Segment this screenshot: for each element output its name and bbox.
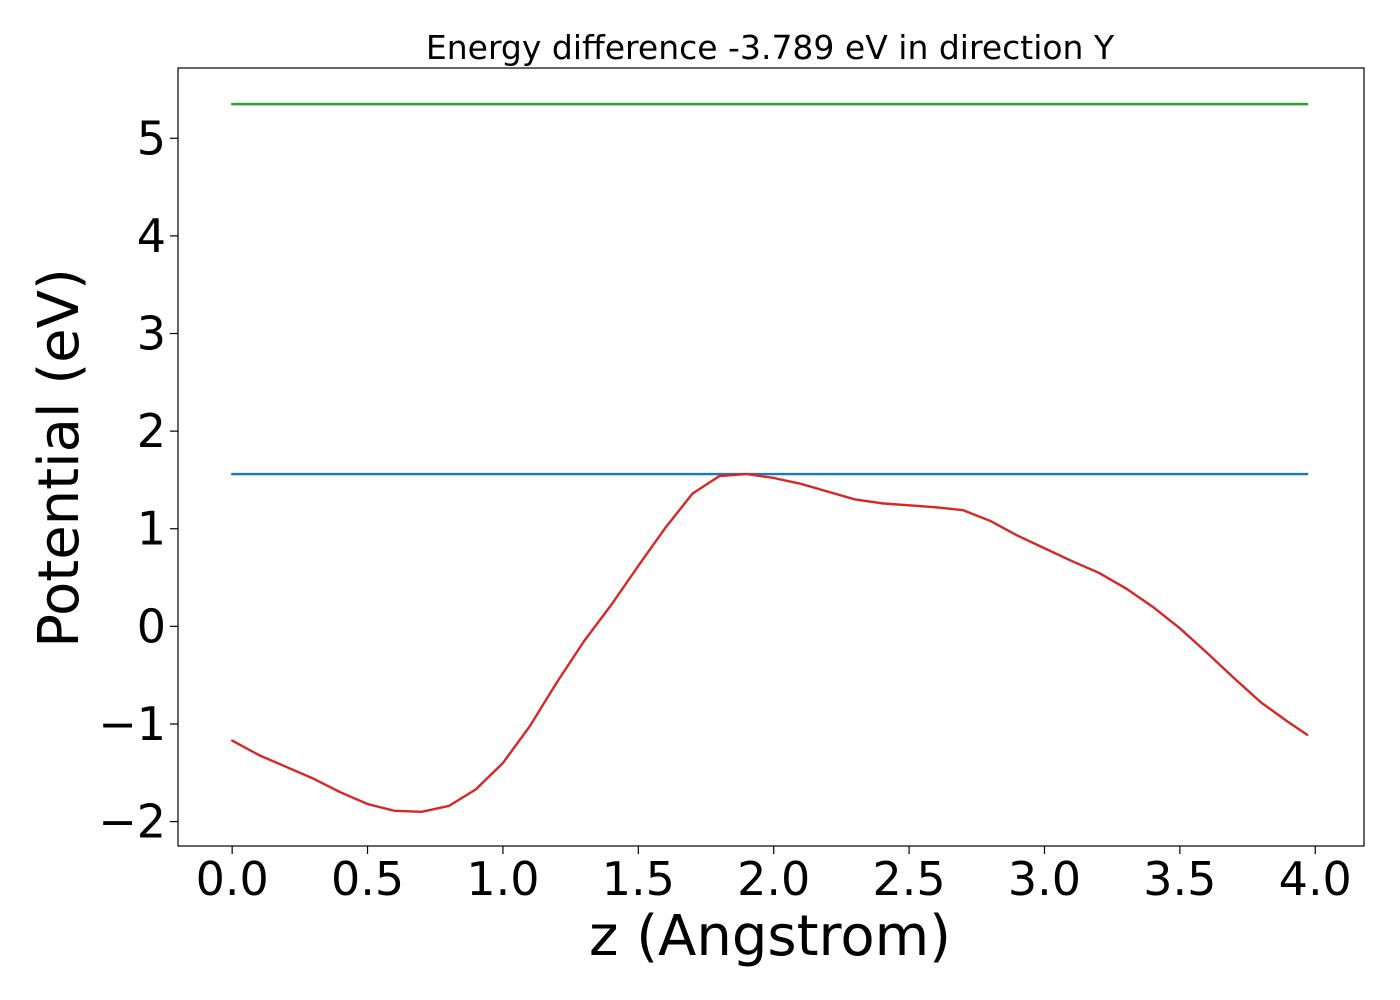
x-tick-label: 3.5 bbox=[1143, 852, 1216, 906]
x-tick-label: 2.5 bbox=[873, 852, 946, 906]
y-tick-label: 0 bbox=[137, 599, 166, 653]
y-axis-ticks: −2 −1 0 1 2 3 4 5 bbox=[98, 111, 178, 849]
y-tick-label: 4 bbox=[137, 209, 166, 263]
x-tick-label: 1.0 bbox=[466, 852, 539, 906]
x-tick-label: 1.5 bbox=[602, 852, 675, 906]
y-tick-label: −2 bbox=[98, 795, 166, 849]
x-axis-label: z (Angstrom) bbox=[589, 904, 951, 969]
y-tick-label: 2 bbox=[137, 404, 166, 458]
x-tick-label: 0.0 bbox=[196, 852, 269, 906]
x-tick-label: 2.0 bbox=[737, 852, 810, 906]
x-tick-label: 0.5 bbox=[331, 852, 404, 906]
x-axis-ticks: 0.0 0.5 1.0 1.5 2.0 2.5 3.0 3.5 4.0 bbox=[196, 846, 1352, 906]
series-layer bbox=[230, 102, 1309, 814]
x-tick-label: 4.0 bbox=[1279, 852, 1352, 906]
plot-frame bbox=[177, 67, 1365, 847]
y-tick-label: 1 bbox=[137, 502, 166, 556]
x-tick-label: 3.0 bbox=[1008, 852, 1081, 906]
y-tick-label: 3 bbox=[137, 307, 166, 361]
series-line-red bbox=[230, 472, 1309, 814]
y-tick-label: −1 bbox=[98, 697, 166, 751]
y-axis-label: Potential (eV) bbox=[27, 268, 92, 648]
y-tick-label: 5 bbox=[137, 111, 166, 165]
chart-title: Energy difference -3.789 eV in direction… bbox=[426, 28, 1115, 67]
